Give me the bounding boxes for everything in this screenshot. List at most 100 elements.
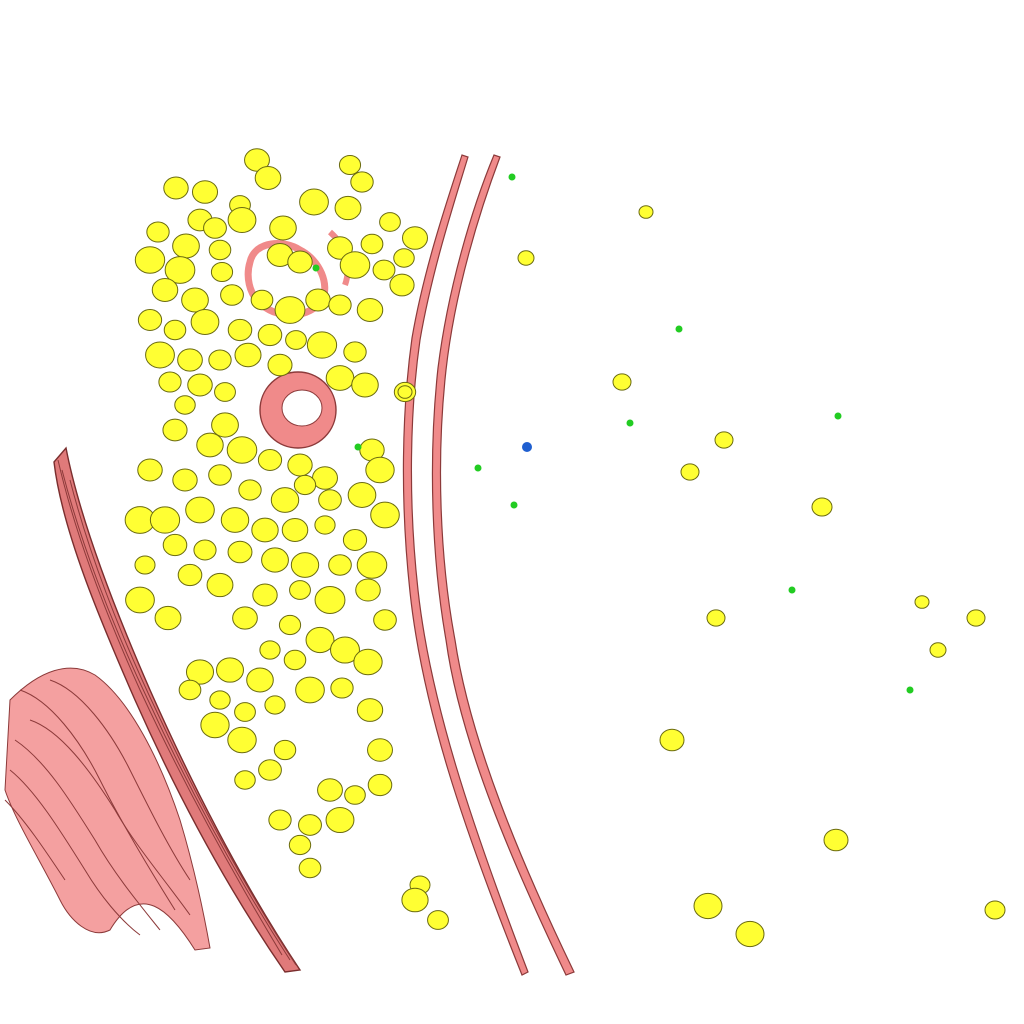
vesicle bbox=[367, 773, 393, 797]
membrane-outer-strand bbox=[431, 154, 575, 976]
vesicle bbox=[355, 578, 381, 602]
vesicle bbox=[174, 395, 196, 415]
vesicle bbox=[190, 309, 220, 335]
vesicle bbox=[267, 353, 293, 377]
vesicle bbox=[401, 887, 429, 913]
vesicle-isolated bbox=[823, 828, 849, 852]
vesicle bbox=[234, 702, 256, 722]
vesicle bbox=[227, 206, 257, 234]
vesicle bbox=[187, 373, 213, 397]
vesicle bbox=[137, 309, 163, 331]
vesicle bbox=[288, 834, 312, 856]
vesicle bbox=[298, 857, 322, 879]
vesicle bbox=[234, 770, 256, 790]
vesicle bbox=[278, 614, 302, 636]
vesicle bbox=[172, 468, 198, 492]
vesicle bbox=[356, 698, 384, 722]
vesicle bbox=[261, 547, 289, 573]
vesicle bbox=[125, 586, 155, 614]
vesicle-isolated bbox=[914, 595, 930, 609]
vesicle bbox=[191, 180, 219, 204]
vesicle bbox=[389, 273, 415, 297]
vesicle-isolated bbox=[811, 497, 833, 517]
vesicle bbox=[214, 382, 236, 402]
vesicle bbox=[402, 226, 428, 250]
vesicle bbox=[211, 412, 239, 438]
vesicle bbox=[314, 515, 336, 535]
vesicle bbox=[134, 246, 166, 274]
vesicle bbox=[206, 572, 234, 598]
vesicle bbox=[317, 778, 343, 802]
green-particle bbox=[626, 419, 634, 427]
vesicle bbox=[220, 507, 250, 533]
vesicle-isolated bbox=[984, 900, 1006, 920]
vesicle bbox=[325, 365, 355, 391]
vesicle bbox=[356, 298, 384, 322]
vesicle bbox=[298, 814, 322, 836]
vesicle bbox=[290, 552, 320, 578]
vesicle bbox=[185, 496, 215, 524]
vesicle bbox=[347, 482, 377, 508]
vesicle bbox=[208, 239, 232, 261]
vesicle bbox=[220, 284, 244, 306]
vesicle bbox=[252, 583, 278, 607]
membrane-ring-large bbox=[259, 371, 337, 449]
vesicle bbox=[305, 626, 335, 654]
vesicle bbox=[203, 217, 227, 239]
vesicle bbox=[158, 371, 182, 393]
vesicle bbox=[181, 287, 209, 313]
green-particle bbox=[788, 586, 796, 594]
vesicle bbox=[227, 318, 253, 342]
vesicle bbox=[269, 215, 297, 241]
vesicle bbox=[232, 606, 258, 630]
vesicle-cluster bbox=[124, 148, 1006, 948]
vesicle bbox=[172, 233, 200, 259]
vesicle-isolated bbox=[517, 250, 535, 266]
vesicle-isolated bbox=[397, 385, 413, 399]
vesicle bbox=[209, 690, 231, 710]
small-particles bbox=[312, 173, 914, 694]
vesicle bbox=[251, 517, 279, 543]
vesicle bbox=[254, 165, 282, 191]
vesicle bbox=[356, 551, 388, 579]
vesicle bbox=[327, 236, 353, 260]
vesicle bbox=[257, 449, 283, 471]
vesicle bbox=[283, 649, 307, 671]
green-particle bbox=[312, 264, 320, 272]
vesicle bbox=[314, 586, 346, 614]
vesicle bbox=[318, 489, 342, 511]
vesicle bbox=[360, 233, 384, 255]
vesicle bbox=[372, 259, 396, 281]
vesicle bbox=[145, 341, 175, 369]
vesicle bbox=[281, 518, 309, 542]
vesicle bbox=[274, 296, 306, 324]
vesicle bbox=[339, 251, 371, 279]
vesicle-isolated bbox=[966, 609, 986, 627]
vesicle-isolated bbox=[929, 642, 947, 658]
vesicle bbox=[289, 580, 311, 600]
vesicle bbox=[193, 539, 217, 561]
vesicle-isolated bbox=[706, 609, 726, 627]
vesicle-isolated bbox=[735, 920, 765, 948]
vesicle-isolated bbox=[638, 205, 654, 219]
vesicle bbox=[149, 506, 181, 534]
vesicle bbox=[154, 605, 182, 631]
vesicle bbox=[185, 659, 215, 685]
vesicle bbox=[350, 171, 374, 193]
vesicle bbox=[379, 212, 401, 232]
vesicle bbox=[216, 657, 244, 683]
vesicle-isolated bbox=[693, 892, 723, 920]
vesicle bbox=[325, 806, 355, 834]
vesicle bbox=[285, 330, 307, 350]
vesicle bbox=[238, 479, 262, 501]
vesicle bbox=[273, 739, 297, 761]
vesicle bbox=[293, 474, 317, 496]
vesicle bbox=[344, 785, 366, 805]
vesicle bbox=[330, 636, 360, 664]
vesicle bbox=[134, 555, 156, 575]
vesicle bbox=[393, 248, 415, 268]
vesicle bbox=[208, 464, 232, 486]
vesicle bbox=[250, 289, 274, 311]
vesicle-isolated bbox=[714, 431, 734, 449]
